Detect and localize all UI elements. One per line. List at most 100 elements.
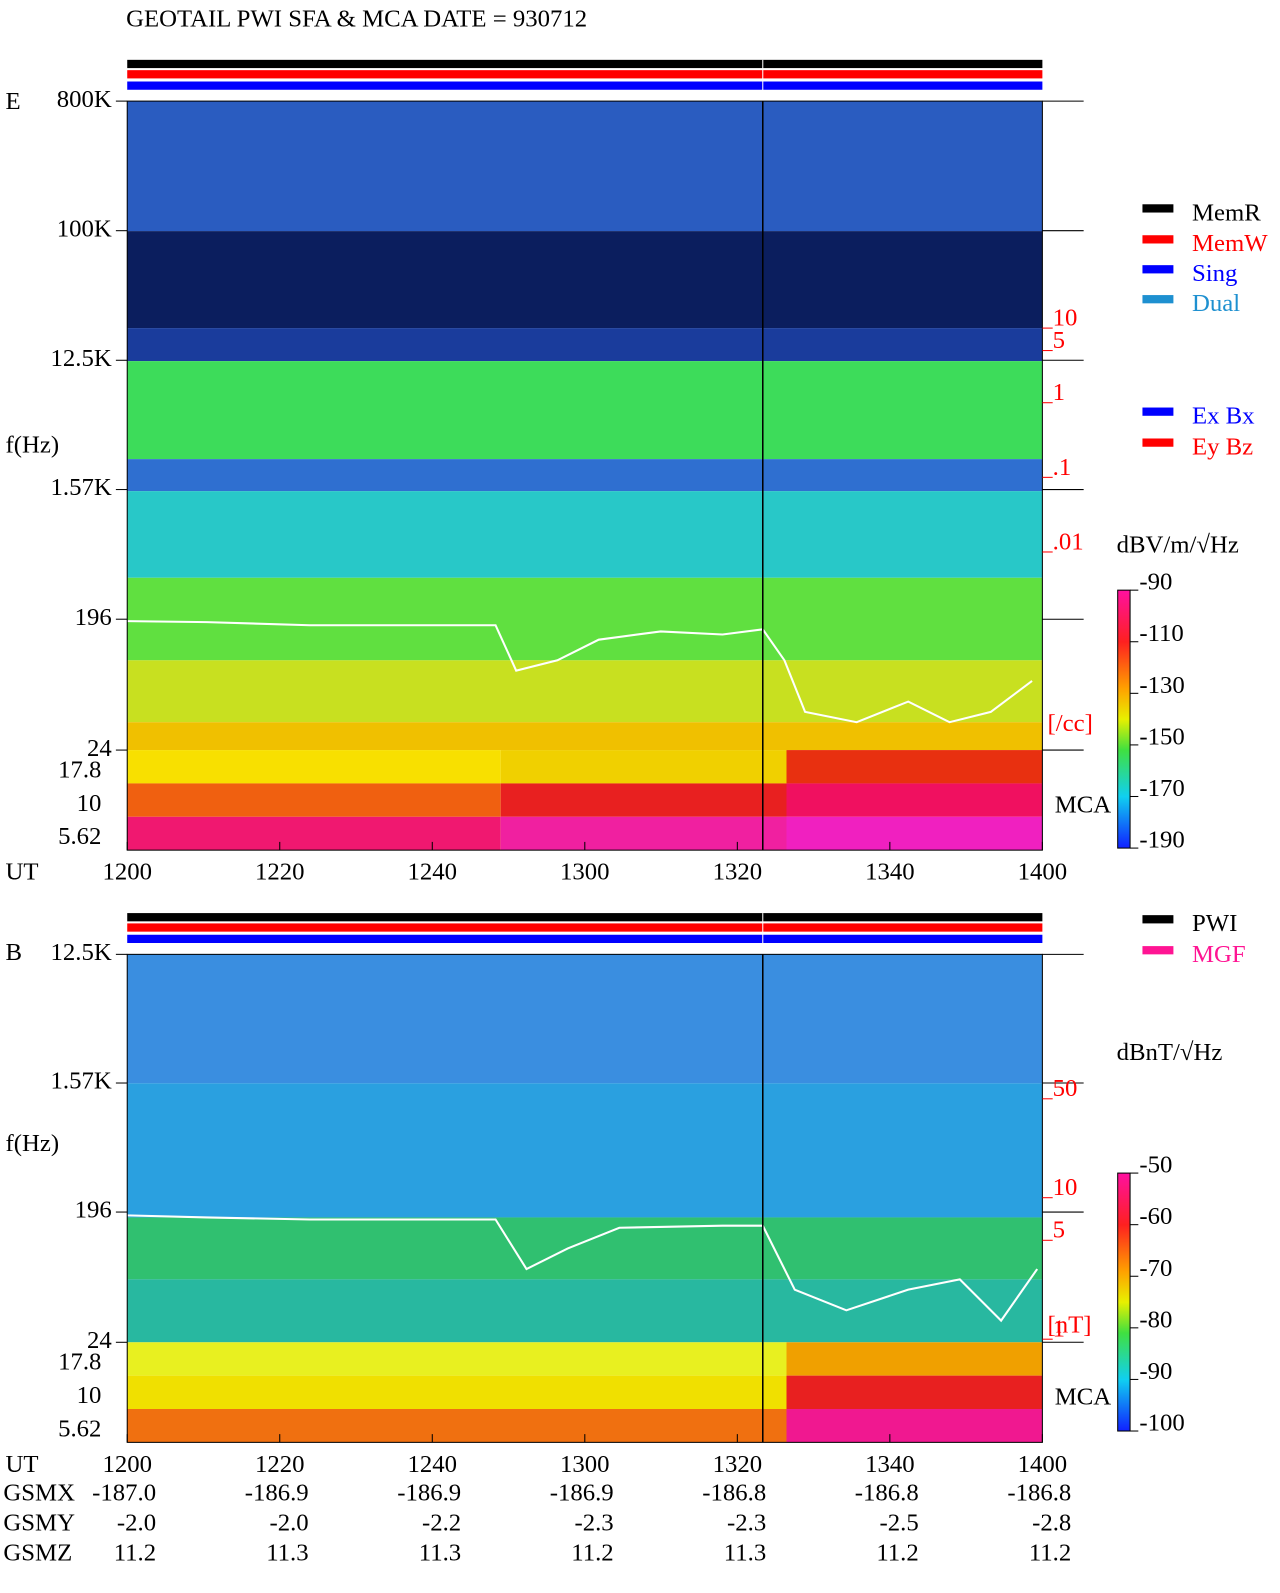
orbit-value: 11.2 xyxy=(114,1540,156,1567)
status-bar xyxy=(127,59,1043,69)
orbit-row-name: GSMX xyxy=(3,1480,75,1507)
legend-swatch xyxy=(1142,438,1174,447)
y-tick-label: 24 xyxy=(87,735,112,762)
mca-band xyxy=(127,783,501,817)
status-bar xyxy=(127,934,1043,944)
legend-label: Ey Bz xyxy=(1192,433,1253,460)
y-axis-label: f(Hz) xyxy=(5,431,59,458)
mca-tick-label: 10 xyxy=(77,1382,102,1409)
x-tick-label: 1400 xyxy=(1018,1451,1067,1478)
mca-tick-label: 17.8 xyxy=(58,1349,101,1376)
status-bar xyxy=(127,923,1043,932)
mca-band xyxy=(786,1409,1043,1443)
mca-tick-label: 10 xyxy=(77,790,102,817)
x-tick-label: 1300 xyxy=(560,859,610,886)
orbit-value: -187.0 xyxy=(92,1480,156,1507)
colorbar-tick-label: -130 xyxy=(1139,672,1184,699)
y-tick-label: 1.57K xyxy=(51,1068,112,1095)
orbit-value: -2.0 xyxy=(269,1510,308,1537)
x-tick-label: 1320 xyxy=(713,859,763,886)
status-bar xyxy=(127,70,1043,79)
legend-label: Ex Bx xyxy=(1192,403,1255,430)
orbit-value: 11.3 xyxy=(266,1540,308,1567)
orbit-value: 11.2 xyxy=(571,1540,613,1567)
y-axis-label: f(Hz) xyxy=(5,1130,59,1157)
spectrogram-band xyxy=(127,722,1043,751)
mca-tick-label: 17.8 xyxy=(58,756,101,783)
spectrogram-band xyxy=(127,954,1043,1084)
spectrogram-band xyxy=(127,231,1043,329)
status-bar xyxy=(127,81,1043,90)
y2-axis-label: [/cc] xyxy=(1048,710,1093,737)
legend-swatch xyxy=(1142,265,1174,274)
y2-tick-label: 10 xyxy=(1053,305,1078,332)
figure-title: GEOTAIL PWI SFA & MCA DATE = 930712 xyxy=(126,5,587,32)
legend-swatch xyxy=(1142,407,1174,416)
colorbar-tick-label: -150 xyxy=(1139,723,1184,750)
panel-label: E xyxy=(5,88,20,115)
y2-tick-label: 10 xyxy=(1053,1174,1078,1201)
spectrogram-band xyxy=(127,361,1043,460)
plasma-trace xyxy=(127,620,1033,724)
x-tick-label: 1320 xyxy=(713,1451,763,1478)
mca-band xyxy=(786,1375,1043,1410)
colorbar-tick-label: -80 xyxy=(1139,1306,1172,1333)
spectrogram-band xyxy=(127,1083,1043,1218)
orbit-value: 11.2 xyxy=(876,1540,918,1567)
legend-label: PWI xyxy=(1192,910,1237,937)
spectrogram-band xyxy=(127,328,1043,362)
orbit-value: -186.9 xyxy=(550,1480,614,1507)
spectrogram-band xyxy=(127,577,1043,661)
orbit-value: -2.3 xyxy=(727,1510,766,1537)
y2-tick-label: 5 xyxy=(1053,1217,1065,1244)
orbit-value: -186.9 xyxy=(397,1480,461,1507)
y-tick-label: 800K xyxy=(57,86,112,113)
x-tick-label: 1220 xyxy=(255,1451,304,1478)
mca-band xyxy=(127,750,501,784)
y-tick-label: 196 xyxy=(75,1197,112,1224)
y-tick-label: 12.5K xyxy=(51,939,112,966)
x-tick-label: 1200 xyxy=(102,1451,152,1478)
y2-tick-label: 1 xyxy=(1053,1316,1065,1343)
mca-band xyxy=(786,1342,1043,1376)
colorbar-label: dBV/m/√Hz xyxy=(1117,532,1239,559)
spectrogram-band xyxy=(127,660,1043,723)
orbit-value: -2.2 xyxy=(422,1510,461,1537)
orbit-value: 11.3 xyxy=(419,1540,461,1567)
x-axis-label: UT xyxy=(5,1451,38,1478)
mca-tick-label: 5.62 xyxy=(58,1415,101,1442)
y-tick-label: 12.5K xyxy=(51,345,112,372)
x-tick-label: 1220 xyxy=(255,859,304,886)
y2-tick-label: 5 xyxy=(1053,327,1065,354)
legend-swatch xyxy=(1142,946,1174,955)
panel-label: B xyxy=(5,939,22,966)
legend-label: Sing xyxy=(1192,260,1237,287)
orbit-value: -186.8 xyxy=(855,1480,919,1507)
mca-band xyxy=(500,783,787,817)
mca-band xyxy=(500,750,787,784)
legend-swatch xyxy=(1142,204,1174,213)
colorbar xyxy=(1117,589,1131,849)
y2-tick-label: .1 xyxy=(1053,454,1072,481)
x-tick-label: 1240 xyxy=(408,1451,458,1478)
legend-label: MGF xyxy=(1192,941,1246,968)
colorbar xyxy=(1117,1172,1131,1432)
x-tick-label: 1240 xyxy=(408,859,458,886)
legend-label: MemR xyxy=(1192,199,1261,226)
legend-label: Dual xyxy=(1192,290,1240,317)
mca-label: MCA xyxy=(1055,1384,1112,1411)
colorbar-tick-label: -110 xyxy=(1139,620,1183,647)
plasma-trace xyxy=(127,1214,1039,1323)
mca-band xyxy=(127,1409,787,1443)
y-tick-label: 24 xyxy=(87,1327,112,1354)
orbit-value: -2.0 xyxy=(117,1510,156,1537)
legend-swatch xyxy=(1142,235,1174,244)
spectrogram-band xyxy=(127,1279,1043,1343)
orbit-value: -2.8 xyxy=(1032,1510,1071,1537)
spectrogram-band xyxy=(127,101,1043,232)
colorbar-tick-label: -60 xyxy=(1139,1203,1172,1230)
legend-swatch xyxy=(1142,915,1174,924)
status-bar xyxy=(127,913,1043,922)
y2-axis-label: [nT] xyxy=(1048,1311,1092,1338)
